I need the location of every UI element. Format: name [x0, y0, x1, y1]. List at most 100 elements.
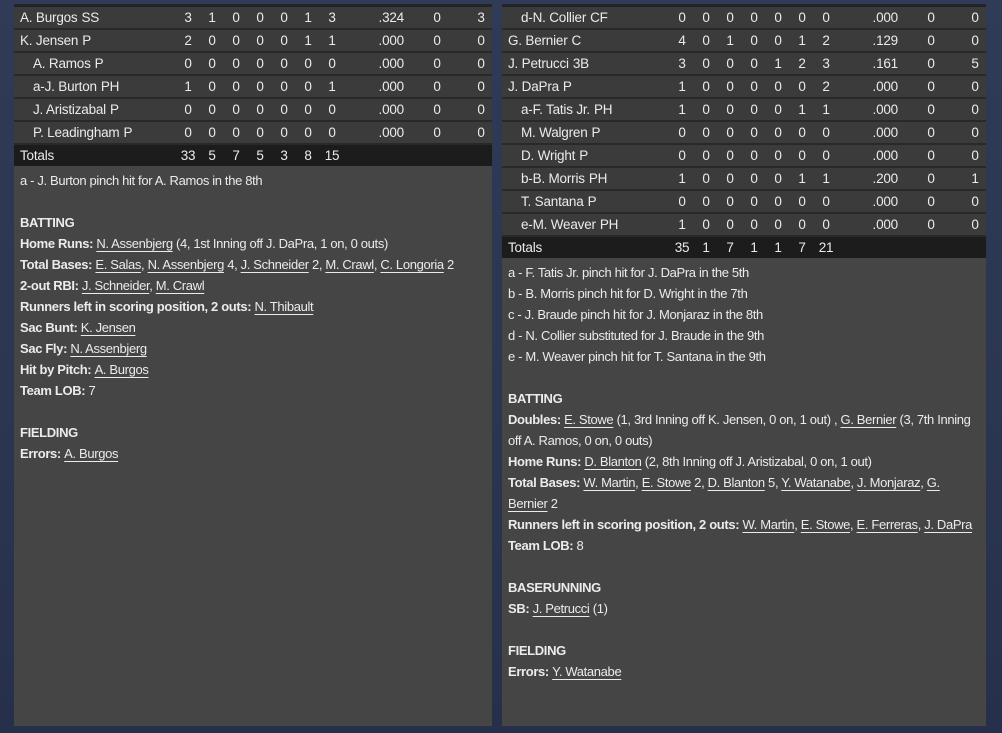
stat-cell: 0	[798, 194, 806, 209]
stat-cell: 0	[774, 33, 782, 48]
batter-row: J. DaPra P 1 0 0 0 0 0 2 .000 0 0	[502, 76, 986, 99]
note-player-link[interactable]: A. Burgos	[94, 362, 149, 377]
player-name-link[interactable]: J. Petrucci	[508, 56, 569, 71]
totals-stat-cell: 5	[208, 148, 216, 163]
player-position: 3B	[572, 56, 589, 71]
stat-cell: 0	[280, 56, 288, 71]
player-name-link[interactable]: A. Burgos	[20, 10, 78, 25]
note-player-link[interactable]: Y. Watanabe	[781, 475, 851, 490]
away-game-notes: a - J. Burton pinch hit for A. Ramos in …	[14, 166, 492, 726]
stat-cell: 0	[232, 10, 240, 25]
player-cell: D. Wright P	[502, 148, 670, 163]
note-player-link[interactable]: E. Ferreras	[856, 517, 919, 532]
pinch-letter: e-	[521, 217, 533, 232]
player-name-link[interactable]: J. Burton	[44, 79, 97, 94]
totals-stat-cell: 35	[674, 240, 690, 255]
player-cell: a- J. Burton PH	[14, 79, 176, 94]
player-name-link[interactable]: M. Weaver	[532, 217, 596, 232]
stat-cell: 0	[678, 125, 686, 140]
stat-cell: 0	[750, 79, 758, 94]
totals-stat-cell: 5	[256, 148, 264, 163]
note-player-link[interactable]: M. Crawl	[155, 278, 205, 293]
note-player-link[interactable]: E. Stowe	[564, 412, 614, 427]
stat-cell: 5	[971, 56, 979, 71]
player-name-link[interactable]: G. Bernier	[508, 33, 568, 48]
note-line	[502, 367, 986, 388]
player-position: P	[94, 56, 104, 71]
note-player-link[interactable]: K. Jensen	[80, 320, 136, 335]
stat-cell: 0	[304, 102, 312, 117]
stat-cell: 0	[280, 33, 288, 48]
note-label: BASERUNNING	[508, 580, 601, 595]
stat-cell: .161	[872, 56, 899, 71]
player-name-link[interactable]: J. DaPra	[508, 79, 559, 94]
note-line: Errors: Y. Watanabe	[502, 661, 986, 682]
stat-cell: 0	[702, 171, 710, 186]
note-text: 2,	[308, 257, 326, 272]
player-name-link[interactable]: K. Jensen	[20, 33, 79, 48]
stat-cell: 0	[750, 194, 758, 209]
stat-cell: 0	[433, 10, 441, 25]
pinch-letter: a-	[33, 79, 45, 94]
stat-cell: 0	[822, 148, 830, 163]
note-player-link[interactable]: N. Assenbjerg	[147, 257, 225, 272]
player-name-link[interactable]: B. Morris	[532, 171, 585, 186]
note-player-link[interactable]: J. Petrucci	[532, 601, 590, 616]
stat-cell: 0	[328, 125, 336, 140]
player-name-link[interactable]: A. Ramos	[33, 56, 91, 71]
stat-cell: 0	[774, 102, 782, 117]
note-player-link[interactable]: E. Salas	[95, 257, 142, 272]
batter-row: d- N. Collier CF 0 0 0 0 0 0 0 .000 0 0	[502, 7, 986, 30]
note-player-link[interactable]: N. Assenbjerg	[70, 341, 147, 356]
totals-label: Totals	[508, 240, 543, 255]
stat-cell: 0	[433, 33, 441, 48]
note-text: b - B. Morris pinch hit for D. Wright in…	[508, 286, 748, 301]
note-line	[14, 191, 492, 212]
note-label: Hit by Pitch:	[20, 362, 95, 377]
note-line: a - J. Burton pinch hit for A. Ramos in …	[14, 170, 492, 191]
away-team-panel: A. Burgos SS 3 1 0 0 0 1 3.324 0 3 K. Jensen P 2 0 0 0 0 1…	[14, 4, 492, 726]
note-player-link[interactable]: D. Blanton	[584, 454, 642, 469]
note-label: Home Runs:	[508, 454, 585, 469]
stat-cell: 0	[256, 79, 264, 94]
player-name-link[interactable]: D. Wright	[521, 148, 576, 163]
stat-cell: 1	[678, 217, 686, 232]
player-name-link[interactable]: J. Aristizabal	[33, 102, 106, 117]
batter-row: e- M. Weaver PH 1 0 0 0 0 0 0 .000 0 0	[502, 214, 986, 237]
totals-row: Totals 33 5 7 5 3 8 15	[14, 145, 492, 166]
note-label: 2-out RBI:	[20, 278, 82, 293]
stat-cell: 0	[702, 194, 710, 209]
stat-cell: 1	[208, 10, 216, 25]
note-player-link[interactable]: E. Stowe	[641, 475, 692, 490]
stat-cell: .000	[872, 125, 899, 140]
note-player-link[interactable]: A. Burgos	[64, 446, 119, 461]
stat-cell: 0	[304, 56, 312, 71]
player-name-link[interactable]: P. Leadingham	[33, 125, 120, 140]
player-name-link[interactable]: F. Tatis Jr.	[532, 102, 591, 117]
player-name-link[interactable]: T. Santana	[521, 194, 584, 209]
note-player-link[interactable]: N. Assenbjerg	[96, 236, 173, 251]
note-player-link[interactable]: W. Martin	[742, 517, 795, 532]
player-name-link[interactable]: M. Walgren	[521, 125, 588, 140]
stat-cell: 0	[774, 194, 782, 209]
note-player-link[interactable]: E. Stowe	[800, 517, 851, 532]
player-name-link[interactable]: N. Collier	[532, 10, 587, 25]
note-player-link[interactable]: Y. Watanabe	[552, 664, 622, 679]
note-player-link[interactable]: J. DaPra	[924, 517, 973, 532]
note-player-link[interactable]: W. Martin	[583, 475, 636, 490]
note-player-link[interactable]: J. Schneider	[240, 257, 309, 272]
note-player-link[interactable]: G. Bernier	[840, 412, 897, 427]
stat-cell: 0	[678, 194, 686, 209]
note-player-link[interactable]: C. Longoria	[380, 257, 444, 272]
player-cell: a- F. Tatis Jr. PH	[502, 102, 670, 117]
note-player-link[interactable]: J. Monjaraz	[856, 475, 921, 490]
note-player-link[interactable]: N. Thibault	[254, 299, 314, 314]
note-player-link[interactable]: D. Blanton	[707, 475, 766, 490]
note-player-link[interactable]: G. Bernier	[508, 475, 940, 511]
stat-cell: 0	[971, 33, 979, 48]
batter-row: K. Jensen P 2 0 0 0 0 1 1 .000 0 0	[14, 30, 492, 53]
note-player-link[interactable]: M. Crawl	[325, 257, 374, 272]
stat-cell: 0	[971, 148, 979, 163]
note-player-link[interactable]: J. Schneider	[81, 278, 150, 293]
player-position: PH	[100, 79, 120, 94]
